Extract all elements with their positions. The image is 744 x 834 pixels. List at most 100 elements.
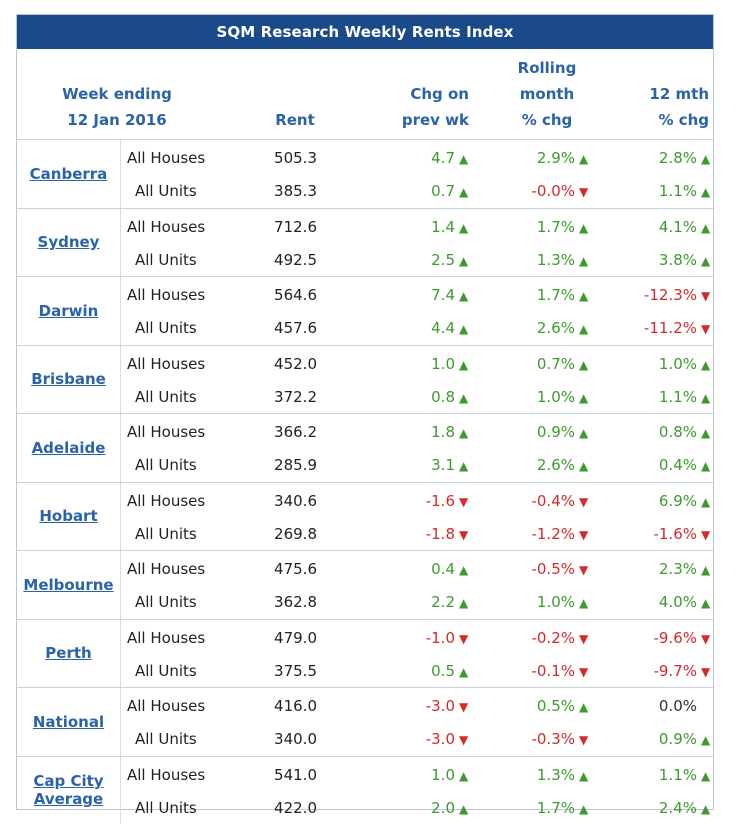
rolling-month-value: -0.1% ▼ — [501, 655, 591, 689]
twelve-month-value: 3.8% ▲ — [621, 244, 713, 278]
rolling-month-value-text: 2.9% — [536, 149, 575, 167]
twelve-month-value: 1.1% ▲ — [621, 759, 713, 793]
rolling-month-value: 1.3% ▲ — [501, 244, 591, 278]
triangle-down-icon: ▼ — [579, 494, 589, 509]
triangle-up-icon: ▲ — [579, 152, 589, 166]
table-body: Canberra All Houses 505.3 4.7 ▲ 2.9% ▲ 2.8% ▲ All… — [17, 140, 713, 824]
rent-value: 564.6 — [274, 286, 317, 304]
triangle-up-icon: ▲ — [701, 596, 711, 610]
twelve-month-value: 2.3% ▲ — [621, 553, 713, 587]
chg-prev-wk-value-text: 2.2 — [431, 593, 455, 611]
twelve-month-value-text: -11.2% — [643, 319, 697, 337]
twelve-month-value-text: 2.3% — [658, 560, 697, 578]
rolling-month-value: 1.3% ▲ — [501, 759, 591, 793]
triangle-up-icon: ▲ — [701, 733, 711, 747]
chg-prev-wk-value: -1.8 ▼ — [389, 518, 471, 552]
rent-value: 366.2 — [274, 423, 317, 441]
chg-prev-wk-value-text: -3.0 — [425, 697, 455, 715]
city-link[interactable]: Canberra — [17, 140, 121, 208]
rent-value: 375.5 — [274, 661, 317, 680]
rent-value: 505.3 — [274, 149, 317, 167]
header-roll-line1: Rolling — [517, 59, 577, 77]
table-row: All Units 362.8 2.2 ▲ 1.0% ▲ 4.0% ▲ — [121, 586, 713, 619]
table-title: SQM Research Weekly Rents Index — [17, 15, 713, 49]
city-group: Brisbane All Houses 452.0 1.0 ▲ 0.7% ▲ 1.0% ▲ All… — [17, 345, 713, 415]
rolling-month-value: 2.9% ▲ — [501, 142, 591, 176]
triangle-up-icon: ▲ — [701, 357, 711, 372]
rolling-month-value-text: -0.5% — [531, 560, 575, 578]
rent-value: 457.6 — [274, 319, 317, 337]
rent-value: 475.6 — [274, 560, 317, 578]
rolling-month-value: -0.4% ▼ — [501, 485, 591, 519]
chg-prev-wk-value: 2.5 ▲ — [389, 244, 471, 278]
dwelling-type: All Units — [135, 798, 197, 817]
dwelling-type: All Units — [135, 730, 197, 748]
city-link[interactable]: Hobart — [17, 482, 121, 550]
triangle-down-icon: ▼ — [459, 733, 469, 747]
chg-prev-wk-value: -3.0 ▼ — [389, 723, 471, 757]
rolling-month-value-text: -0.1% — [531, 661, 575, 680]
twelve-month-value: 1.1% ▲ — [621, 175, 713, 209]
city-link[interactable]: Cap City Average — [17, 756, 121, 824]
rolling-month-value-text: 2.6% — [536, 319, 575, 337]
rolling-month-value: -0.0% ▼ — [501, 175, 591, 209]
rolling-month-value-text: 0.5% — [536, 697, 575, 715]
triangle-up-icon: ▲ — [701, 220, 711, 235]
triangle-up-icon: ▲ — [701, 768, 711, 783]
city-group: Darwin All Houses 564.6 7.4 ▲ 1.7% ▲ -12.3% ▼ All… — [17, 277, 713, 346]
table-row: All Units 492.5 2.5 ▲ 1.3% ▲ 3.8% ▲ — [121, 244, 713, 277]
city-link[interactable]: Perth — [17, 619, 121, 687]
triangle-down-icon: ▼ — [701, 527, 711, 542]
triangle-up-icon: ▲ — [459, 426, 469, 440]
triangle-down-icon: ▼ — [459, 527, 469, 542]
triangle-down-icon: ▼ — [579, 733, 589, 747]
triangle-up-icon: ▲ — [579, 390, 589, 405]
city-group: Hobart All Houses 340.6 -1.6 ▼ -0.4% ▼ 6.9% ▲ All… — [17, 482, 713, 552]
city-group: Canberra All Houses 505.3 4.7 ▲ 2.9% ▲ 2.8% ▲ All… — [17, 140, 713, 209]
dwelling-type: All Houses — [127, 697, 206, 715]
city-link[interactable]: Brisbane — [17, 345, 121, 413]
chg-prev-wk-value-text: 4.4 — [431, 319, 455, 337]
rolling-month-value: -0.3% ▼ — [501, 723, 591, 757]
header-week-ending: Week ending 12 Jan 2016 — [17, 81, 217, 133]
twelve-month-value: 1.0% ▲ — [621, 348, 713, 382]
twelve-month-value: -9.6% ▼ — [621, 622, 713, 656]
triangle-up-icon: ▲ — [459, 768, 469, 783]
triangle-up-icon: ▲ — [579, 322, 589, 336]
header-rent: Rent — [275, 111, 315, 129]
twelve-month-value: -9.7% ▼ — [621, 655, 713, 689]
city-link[interactable]: National — [17, 688, 121, 756]
chg-prev-wk-value: 0.8 ▲ — [389, 381, 471, 415]
dwelling-type: All Units — [135, 593, 197, 611]
triangle-down-icon: ▼ — [579, 664, 589, 679]
twelve-month-value-text: 2.8% — [658, 149, 697, 167]
rent-value: 362.8 — [274, 593, 317, 611]
table-row: All Units 457.6 4.4 ▲ 2.6% ▲ -11.2% ▼ — [121, 312, 713, 345]
rent-value: 269.8 — [274, 524, 317, 543]
twelve-month-value: 0.8% ▲ — [621, 416, 713, 450]
twelve-month-value-text: 4.1% — [658, 217, 697, 236]
chg-prev-wk-value-text: 1.4 — [431, 217, 455, 236]
rolling-month-value: -0.2% ▼ — [501, 622, 591, 656]
rolling-month-value: 1.7% ▲ — [501, 792, 591, 826]
chg-prev-wk-value: 1.8 ▲ — [389, 416, 471, 450]
city-link[interactable]: Adelaide — [17, 414, 121, 482]
triangle-up-icon: ▲ — [701, 426, 711, 440]
dwelling-type: All Houses — [127, 217, 206, 236]
city-link[interactable]: Melbourne — [17, 551, 121, 619]
chg-prev-wk-value-text: 0.8 — [431, 387, 455, 406]
chg-prev-wk-value: -1.6 ▼ — [389, 485, 471, 519]
chg-prev-wk-value: 4.4 ▲ — [389, 312, 471, 346]
twelve-month-value-text: 0.4% — [658, 456, 697, 474]
city-link[interactable]: Sydney — [17, 208, 121, 276]
table-row: All Units 385.3 0.7 ▲ -0.0% ▼ 1.1% ▲ — [121, 175, 713, 208]
rent-value: 372.2 — [274, 387, 317, 406]
dwelling-type: All Units — [135, 456, 197, 474]
header-yr-line2: % chg — [658, 111, 709, 129]
dwelling-type: All Houses — [127, 628, 206, 647]
header-chg-line2: prev wk — [401, 111, 469, 129]
chg-prev-wk-value-text: -3.0 — [425, 730, 455, 748]
chg-prev-wk-value-text: 1.0 — [431, 765, 455, 784]
city-link[interactable]: Darwin — [17, 277, 121, 345]
rolling-month-value-text: -1.2% — [531, 524, 575, 543]
